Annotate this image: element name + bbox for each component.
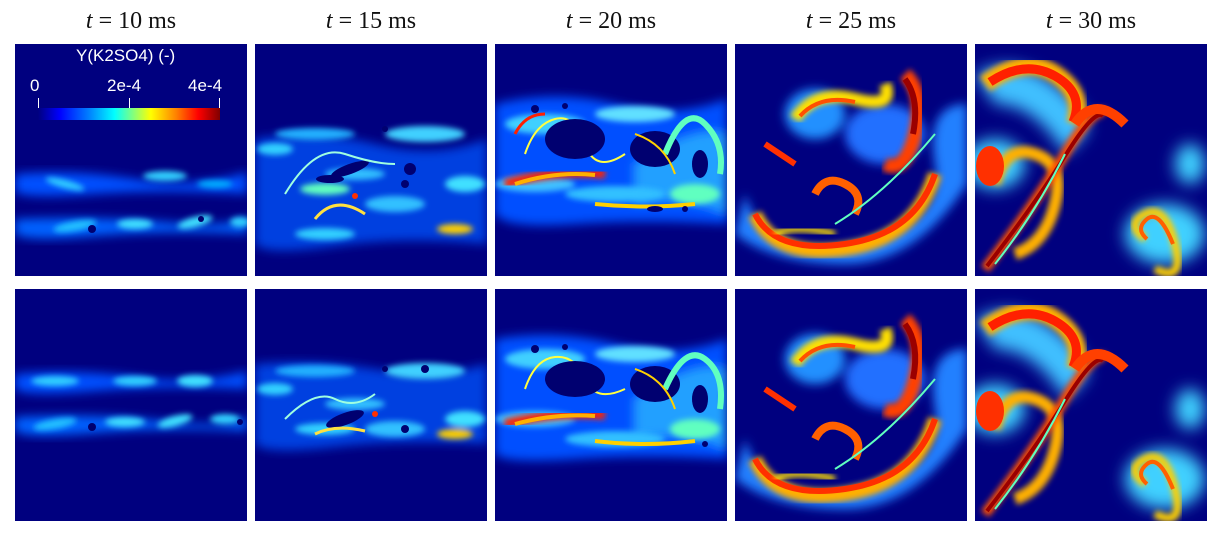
field-panel-row2-t10 <box>15 289 247 521</box>
field-panel-row2-t15 <box>255 289 487 521</box>
field-panel-row2-t25 <box>735 289 967 521</box>
colorbar-title: Y(K2SO4) (-) <box>76 46 176 65</box>
column-title-4: t = 25 ms <box>805 8 897 34</box>
column-title-2: t = 15 ms <box>325 8 417 34</box>
colorbar-gradient <box>38 108 220 120</box>
column-title-1: t = 10 ms <box>85 8 177 34</box>
field-panel-row1-t20 <box>495 44 727 276</box>
colorbar-tick-max: 4e-4 <box>188 76 223 95</box>
colorbar: Y(K2SO4) (-) 0 2e-4 4e-4 <box>30 46 230 134</box>
field-panel-row2-t20 <box>495 289 727 521</box>
column-title-3: t = 20 ms <box>565 8 657 34</box>
colorbar-tick-mid: 2e-4 <box>107 76 142 95</box>
field-panel-row1-t10 <box>15 44 247 276</box>
column-title-5: t = 30 ms <box>1045 8 1137 34</box>
field-panel-row1-t30 <box>975 44 1207 276</box>
field-panel-row1-t15 <box>255 44 487 276</box>
colorbar-tick-min: 0 <box>30 76 40 95</box>
field-panel-row2-t30 <box>975 289 1207 521</box>
field-panel-row1-t25 <box>735 44 967 276</box>
